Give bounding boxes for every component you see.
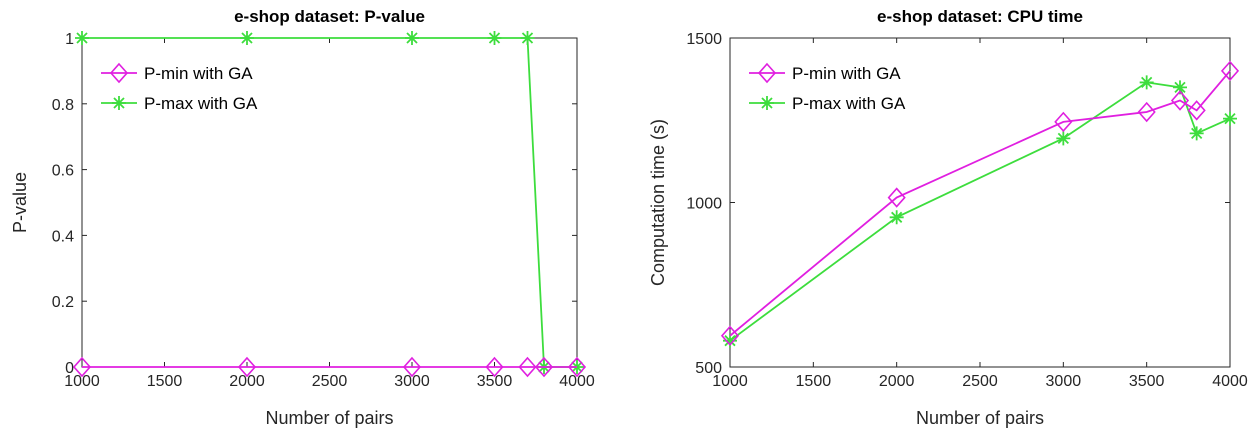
legend-label: P-max with GA (144, 94, 258, 113)
legend-label: P-min with GA (792, 64, 901, 83)
series-p-min-with-ga (72, 356, 587, 378)
y-tick-label: 0.2 (52, 294, 74, 311)
y-tick-label: 500 (695, 360, 722, 377)
data-point (1187, 100, 1206, 121)
x-tick-label: 3500 (1129, 373, 1165, 390)
x-tick-label: 4000 (1212, 373, 1248, 390)
x-tick-label: 1500 (796, 373, 832, 390)
y-axis-label: Computation time (s) (648, 119, 668, 286)
chart-2: e-shop dataset: CPU time 1000 1500 2000 2500… (648, 7, 1248, 428)
series-p-min-with-ga (720, 60, 1240, 346)
data-point (1054, 111, 1073, 133)
data-point (1137, 101, 1156, 123)
data-point (723, 333, 737, 348)
data-point (1189, 126, 1204, 141)
legend-marker (757, 62, 777, 84)
x-tick-label: 1000 (64, 373, 100, 390)
legend-marker (760, 96, 774, 110)
chart-title: e-shop dataset: CPU time (877, 7, 1083, 26)
x-tick-label: 3000 (394, 373, 430, 390)
data-point (887, 187, 906, 208)
data-point (520, 31, 535, 45)
x-tick-label: 1000 (712, 373, 748, 390)
x-axis-label: Number of pairs (265, 408, 393, 428)
data-point (405, 31, 419, 45)
plot-area (729, 37, 1231, 368)
data-point (72, 356, 92, 378)
plot-area (81, 37, 578, 368)
legend: P-min with GA P-max with GA (749, 62, 906, 113)
data-point (1220, 60, 1240, 82)
series-line (729, 70, 1231, 337)
x-tick-label: 1500 (147, 373, 183, 390)
x-tick-label: 2500 (962, 373, 998, 390)
x-tick-label: 2000 (229, 373, 265, 390)
data-point (75, 31, 89, 45)
data-point (1173, 80, 1187, 95)
y-axis-label: P-value (10, 172, 30, 233)
data-point (485, 356, 504, 378)
y-tick-label: 1500 (686, 31, 722, 48)
data-point (1170, 90, 1190, 111)
chart-title: e-shop dataset: P-value (234, 7, 425, 26)
x-tick-label: 2500 (312, 373, 348, 390)
y-tick-label: 0 (65, 360, 74, 377)
x-axis-label: Number of pairs (916, 408, 1044, 428)
legend-marker (109, 62, 129, 84)
data-point (720, 325, 740, 346)
x-tick-label: 4000 (559, 373, 595, 390)
legend-marker (112, 96, 126, 110)
y-tick-label: 1000 (686, 196, 722, 213)
legend-label: P-min with GA (144, 64, 253, 83)
y-tick-label: 0.6 (52, 163, 74, 180)
x-tick-label: 2000 (879, 373, 915, 390)
y-tick-label: 0.8 (52, 97, 74, 114)
data-point (518, 356, 537, 378)
data-point (889, 210, 904, 225)
data-point (567, 356, 587, 378)
data-point (1056, 131, 1071, 146)
y-tick-label: 1 (65, 31, 74, 48)
legend: P-min with GA P-max with GA (101, 62, 258, 113)
data-point (1139, 75, 1154, 90)
chart-1: e-shop dataset: P-value 1000 1500 2000 2500 3… (10, 7, 595, 428)
data-point (487, 31, 502, 45)
data-point (237, 356, 257, 378)
data-point (402, 356, 422, 378)
data-point (534, 356, 554, 378)
data-point (240, 31, 254, 45)
x-tick-label: 3500 (477, 373, 513, 390)
legend-label: P-max with GA (792, 94, 906, 113)
series-p-max-with-ga (723, 75, 1237, 348)
y-tick-label: 0.4 (52, 228, 74, 245)
x-tick-label: 3000 (1046, 373, 1082, 390)
data-point (1223, 111, 1237, 126)
